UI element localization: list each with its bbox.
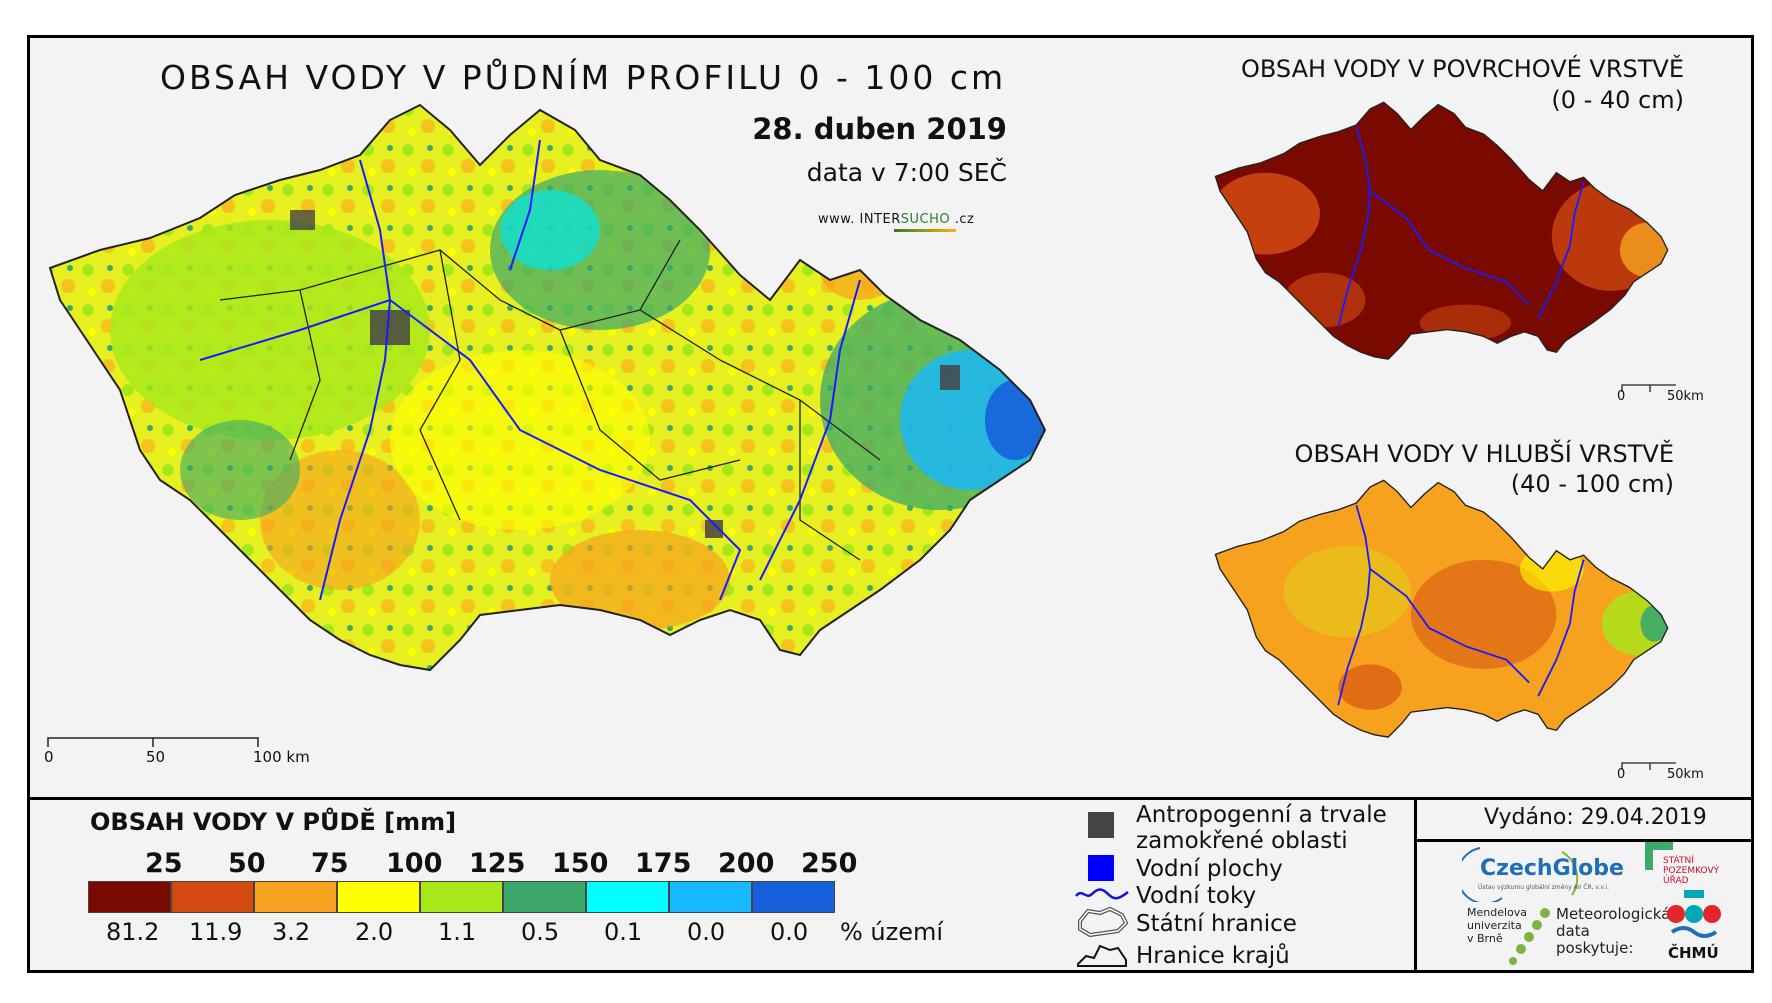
legend-percent: 2.0: [355, 918, 394, 946]
legend-swatch: [420, 881, 503, 913]
legend-class-limit: 75: [311, 848, 349, 879]
inset-bottom-subtitle: (40 - 100 cm): [1510, 470, 1674, 498]
czechglobe-logo-icon: [1462, 847, 1579, 902]
legend-rivers: Vodní toky: [1136, 883, 1257, 909]
inset-bottom-scale-50: 50km: [1667, 767, 1704, 782]
data-time-label: data v 7:00 SEČ: [806, 158, 1007, 187]
inset-top-subtitle: (0 - 40 cm): [1551, 86, 1684, 114]
meteo-data-label: Meteorologická data poskytuje:: [1556, 905, 1671, 957]
inset-bottom-scale-bar: [1621, 762, 1676, 770]
main-title: OBSAH VODY V PŮDNÍM PROFILU 0 - 100 cm: [160, 58, 1007, 97]
website-underline: [894, 229, 956, 232]
main-map: [48, 103, 1047, 672]
legend-state-border: Státní hranice: [1136, 911, 1297, 937]
chmu-logo-icon: [1667, 890, 1721, 938]
legend-class-limit: 150: [552, 848, 609, 879]
legend-swatch: [88, 881, 171, 913]
legend-class-limit: 250: [801, 848, 858, 879]
legend-percent: 0.0: [770, 918, 809, 946]
legend-class-limit: 50: [228, 848, 266, 879]
spu-logo-text: STÁTNÍ POZEMKOVÝ ÚŘAD: [1663, 856, 1720, 886]
legend-class-limit: 125: [469, 848, 526, 879]
legend-title: OBSAH VODY V PŮDĚ [mm]: [90, 808, 457, 836]
inset-top-title: OBSAH VODY V POVRCHOVÉ VRSTVĚ: [1241, 55, 1684, 83]
anthropogenic-swatch: [1088, 812, 1114, 838]
issued-date: Vydáno: 29.04.2019: [1484, 805, 1707, 830]
legend-class-limit: 100: [386, 848, 443, 879]
inset-top-scale-50: 50km: [1667, 389, 1704, 404]
legend-percent: 11.9: [189, 918, 243, 946]
legend-class-limit: 200: [718, 848, 775, 879]
date-label: 28. duben 2019: [752, 112, 1007, 146]
website-link[interactable]: www. INTERSUCHO .cz: [818, 212, 975, 227]
czechglobe-subtitle: Ústav výzkumu globální změny AV ČR, v.v.…: [1478, 884, 1609, 891]
main-scale-0: 0: [44, 748, 54, 766]
water-swatch: [1088, 855, 1114, 881]
legend-divider: [27, 797, 1754, 800]
legend-anthropogenic-1: Antropogenní a trvale: [1136, 802, 1387, 828]
inset-bottom-scale-0: 0: [1617, 767, 1626, 782]
inset-top-scale-bar: [1621, 384, 1676, 392]
legend-swatch: [503, 881, 586, 913]
percent-label: % území: [840, 918, 944, 946]
legend-percent: 0.5: [521, 918, 560, 946]
inset-bottom-map: [1214, 479, 1669, 738]
legend-swatch: [586, 881, 669, 913]
legend-swatch: [337, 881, 420, 913]
issued-divider: [1414, 797, 1417, 973]
legend-anthropogenic-2: zamokřené oblasti: [1136, 828, 1348, 854]
region-border-icon: [1077, 944, 1127, 967]
legend-percent: 3.2: [272, 918, 311, 946]
inset-bottom-title: OBSAH VODY V HLUBŠÍ VRSTVĚ: [1294, 440, 1674, 468]
czechglobe-logo: CzechGlobe: [1480, 856, 1624, 881]
main-scale-50: 50: [146, 748, 166, 766]
chmu-logo-text: ČHMÚ: [1668, 944, 1719, 962]
main-scale-100: 100 km: [253, 748, 310, 766]
issued-divider-horizontal: [1414, 839, 1754, 842]
legend-percent: 0.0: [687, 918, 726, 946]
spu-logo-icon: [1645, 842, 1673, 870]
state-border-icon: [1078, 906, 1129, 938]
river-icon: [1075, 888, 1129, 900]
legend-class-limit: 25: [145, 848, 183, 879]
main-scale-bar: [47, 737, 259, 747]
legend-class-limit: 175: [635, 848, 692, 879]
mendel-university-logo-text: Mendelova univerzita v Brně: [1467, 906, 1528, 945]
legend-swatch: [669, 881, 752, 913]
legend-percent: 0.1: [604, 918, 643, 946]
legend-water-bodies: Vodní plochy: [1136, 856, 1283, 882]
mendel-university-logo-icon: [1509, 908, 1550, 965]
inset-top-map: [1214, 101, 1669, 360]
legend-swatch: [171, 881, 254, 913]
legend-swatch: [254, 881, 337, 913]
legend-swatch: [752, 881, 835, 913]
legend-region-border: Hranice krajů: [1136, 943, 1290, 969]
legend-percent: 81.2: [106, 918, 160, 946]
legend-percent: 1.1: [438, 918, 477, 946]
inset-top-scale-0: 0: [1617, 389, 1626, 404]
